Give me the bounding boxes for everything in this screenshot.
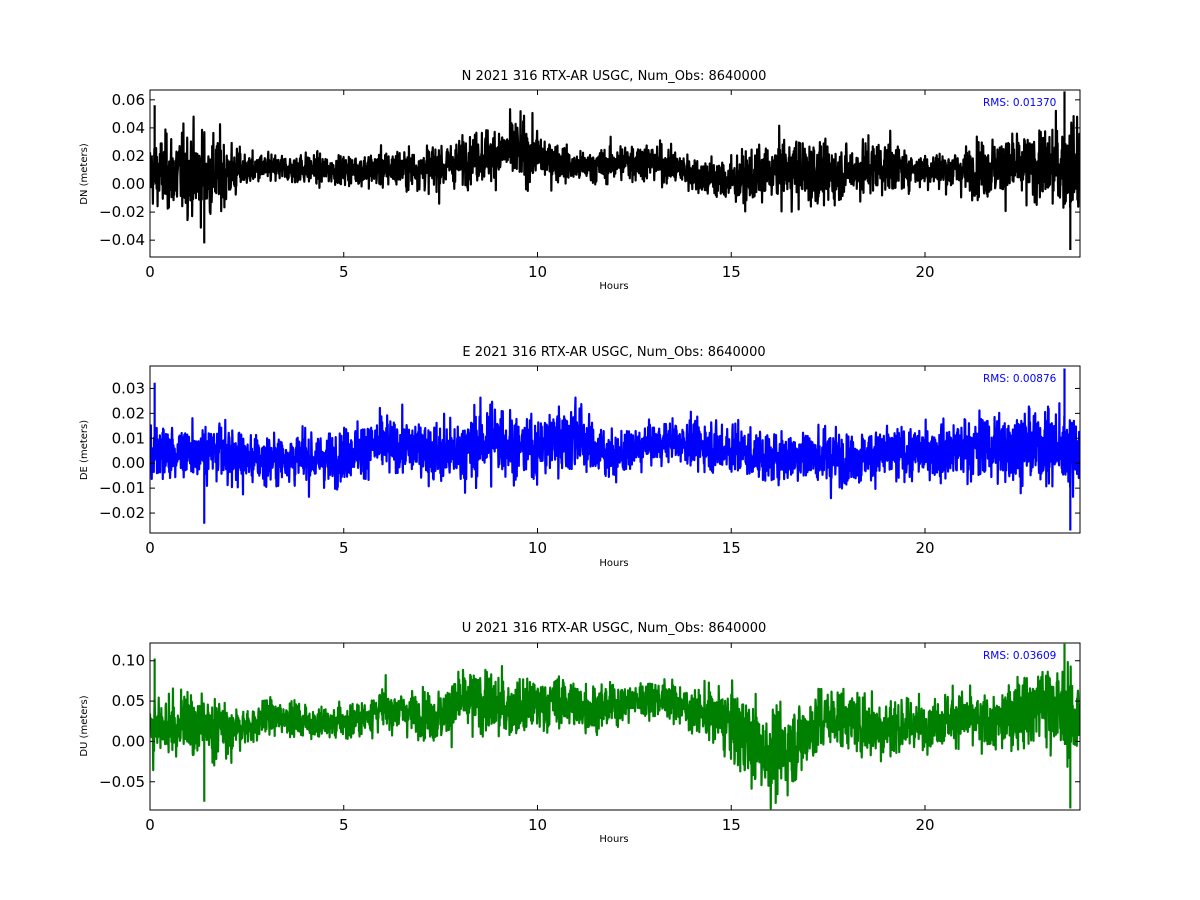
panel-north-y-tick-label: −0.04 bbox=[99, 231, 145, 249]
panel-north-rms-annotation: RMS: 0.01370 bbox=[983, 97, 1056, 109]
panel-up-x-tick-label: 20 bbox=[915, 816, 934, 834]
panel-east-series-line bbox=[150, 368, 1080, 531]
panel-up-rms-annotation: RMS: 0.03609 bbox=[983, 650, 1056, 662]
panel-east-y-tick-label: 0.02 bbox=[112, 404, 145, 422]
panel-north-y-axis-label: DN (meters) bbox=[79, 143, 90, 205]
panel-north-title: N 2021 316 RTX-AR USGC, Num_Obs: 8640000 bbox=[462, 69, 767, 84]
panel-up-plot: 0 5 10 15 20 −0.05 0.00 0.05 0.10 bbox=[99, 642, 1081, 834]
panel-up-series-line bbox=[150, 643, 1080, 810]
panel-north-series-line bbox=[150, 91, 1080, 250]
panel-north-x-tick-label: 20 bbox=[915, 263, 934, 281]
panel-north-y-tick-label: −0.02 bbox=[99, 203, 145, 221]
panel-east-y-tick-label: 0.01 bbox=[112, 429, 145, 447]
panel-north-x-tick-label: 5 bbox=[339, 263, 349, 281]
panel-up-x-tick-label: 10 bbox=[528, 816, 547, 834]
panel-north-y-tick-label: 0.02 bbox=[112, 147, 145, 165]
panel-east-y-axis-label: DE (meters) bbox=[79, 420, 90, 480]
panel-north-axes-frame bbox=[149, 89, 1081, 258]
panel-up-x-tick-label: 0 bbox=[145, 816, 155, 834]
panel-east-y-tick-label: 0.03 bbox=[112, 379, 145, 397]
panel-north-x-tick-label: 10 bbox=[528, 263, 547, 281]
panel-up-x-tick-label: 5 bbox=[339, 816, 349, 834]
panel-east-x-tick-label: 0 bbox=[145, 539, 155, 557]
panel-east-rms-annotation: RMS: 0.00876 bbox=[983, 373, 1057, 385]
panel-up-axes-frame bbox=[149, 642, 1081, 811]
panel-up-y-tick-label: 0.00 bbox=[112, 732, 145, 750]
panel-east-y-tick-label: −0.01 bbox=[99, 479, 145, 497]
panel-up-y-tick-label: 0.10 bbox=[112, 652, 145, 670]
panel-up-x-tick-label: 15 bbox=[722, 816, 741, 834]
panel-up-y-tick-label: −0.05 bbox=[99, 773, 145, 791]
panel-east-x-axis-label: Hours bbox=[599, 558, 628, 569]
panel-east-x-tick-label: 20 bbox=[915, 539, 934, 557]
panel-north-x-axis-label: Hours bbox=[599, 281, 628, 292]
panel-up-title: U 2021 316 RTX-AR USGC, Num_Obs: 8640000 bbox=[462, 621, 767, 636]
panel-east-x-tick-label: 10 bbox=[528, 539, 547, 557]
panel-north-y-tick-label: 0.06 bbox=[112, 91, 145, 109]
panel-north-x-tick-label: 0 bbox=[145, 263, 155, 281]
panel-up: U 2021 316 RTX-AR USGC, Num_Obs: 8640000… bbox=[79, 621, 1081, 845]
panel-north-y-tick-label: 0.00 bbox=[112, 175, 145, 193]
panel-north-plot: 0 5 10 15 20 −0.04 −0.02 0.00 0.02 0.04 0.06 bbox=[99, 89, 1081, 281]
panel-east-axes-frame bbox=[149, 365, 1081, 534]
panel-east-x-tick-label: 15 bbox=[722, 539, 741, 557]
panel-up-x-axis-label: Hours bbox=[599, 834, 628, 845]
panel-east-x-tick-label: 5 bbox=[339, 539, 349, 557]
panel-east-title: E 2021 316 RTX-AR USGC, Num_Obs: 8640000 bbox=[462, 345, 765, 360]
panel-north-x-tick-label: 15 bbox=[722, 263, 741, 281]
panel-up-y-axis-label: DU (meters) bbox=[79, 695, 90, 756]
panel-north: N 2021 316 RTX-AR USGC, Num_Obs: 8640000… bbox=[79, 69, 1081, 292]
panel-east: E 2021 316 RTX-AR USGC, Num_Obs: 8640000… bbox=[79, 345, 1081, 569]
panel-east-plot: 0 5 10 15 20 −0.02 −0.01 0.00 0.01 0.02 0.03 bbox=[99, 365, 1081, 557]
panel-east-y-tick-label: 0.00 bbox=[112, 454, 145, 472]
panel-up-y-tick-label: 0.05 bbox=[112, 692, 145, 710]
panel-east-y-tick-label: −0.02 bbox=[99, 504, 145, 522]
panel-north-y-tick-label: 0.04 bbox=[112, 119, 145, 137]
